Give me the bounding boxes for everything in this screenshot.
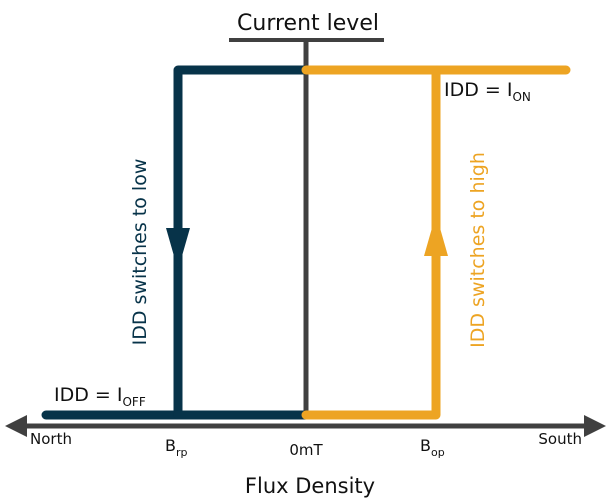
idd-low-main: IDD = I — [54, 384, 122, 406]
axis-left-arrowhead — [5, 415, 27, 437]
idd-high-main: IDD = I — [444, 79, 512, 101]
axis-brp-label: Brp — [165, 436, 188, 459]
chart-title: Current level — [237, 11, 379, 36]
switch-high-label: IDD switches to high — [467, 152, 489, 348]
idd-low-label: IDD = IOFF — [54, 384, 146, 409]
low-path — [41, 65, 311, 420]
axis-right-arrowhead — [584, 415, 606, 437]
axis-zero-label: 0mT — [289, 441, 323, 459]
axis-north-label: North — [30, 430, 72, 448]
axis-south-label: South — [538, 430, 582, 448]
idd-high-label: IDD = ION — [444, 79, 531, 104]
up-arrow-icon — [424, 214, 448, 256]
down-arrow-icon — [166, 228, 190, 270]
switch-low-label: IDD switches to low — [129, 159, 151, 346]
bop-sub: op — [431, 446, 445, 459]
brp-sub: rp — [176, 446, 188, 459]
bop-main: B — [420, 436, 431, 455]
high-path — [301, 65, 571, 420]
idd-high-sub: ON — [512, 90, 530, 104]
brp-main: B — [165, 436, 176, 455]
idd-low-sub: OFF — [122, 395, 145, 409]
axis-bop-label: Bop — [420, 436, 445, 459]
x-axis-title: Flux Density — [245, 474, 375, 498]
